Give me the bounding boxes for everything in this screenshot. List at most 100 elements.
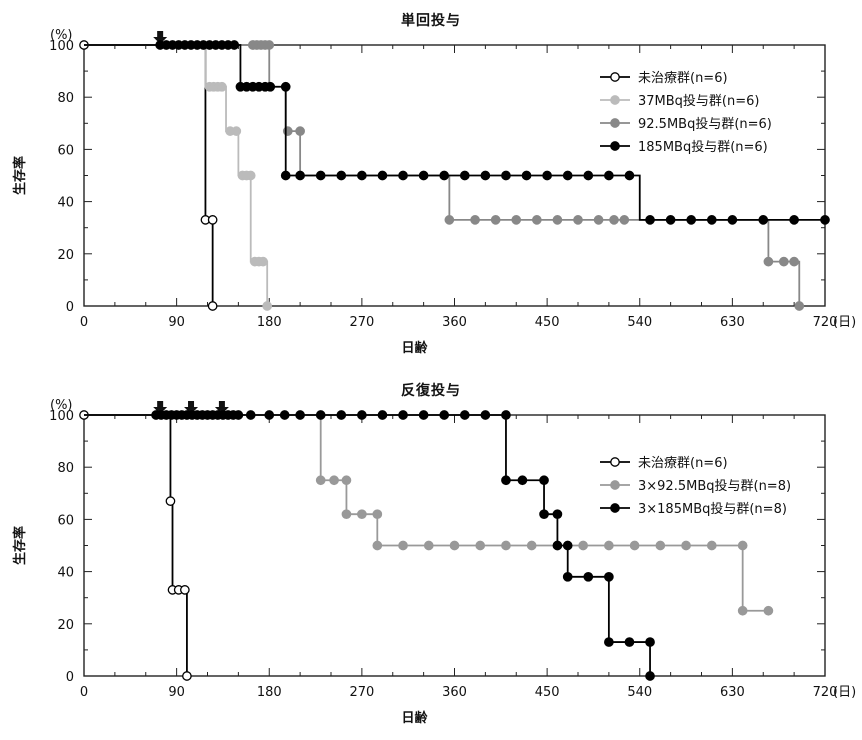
series-0-point <box>180 585 190 595</box>
x-tick-label: 720 <box>813 315 838 330</box>
series-3-point <box>521 170 532 181</box>
y-unit-label: (%) <box>50 398 73 413</box>
series-2-point <box>539 509 549 520</box>
y-tick-label: 60 <box>57 513 74 528</box>
y-tick-label: 20 <box>57 248 74 263</box>
series-2-point <box>398 410 408 420</box>
survival-chart-repeated: 0 90 180 270 360 450 540 630 720(日) 0 20 40 60 80 100(… <box>12 398 856 726</box>
legend-label: 3×92.5MBq投与群(n=8) <box>638 478 791 494</box>
x-tick-label: 180 <box>257 685 282 700</box>
series-3-point <box>357 170 367 181</box>
series-2-point <box>604 637 614 647</box>
series-2-point <box>794 301 805 311</box>
series-2-point <box>470 215 480 225</box>
series-3-point <box>439 170 450 181</box>
series-2-point <box>604 571 614 582</box>
series-2-point <box>539 475 549 486</box>
series-0-point <box>207 215 218 225</box>
y-tick-label: 0 <box>66 300 74 315</box>
series-2-point <box>459 410 470 420</box>
series-3-point <box>295 170 305 181</box>
series-2-point <box>789 256 799 267</box>
legend-label: 92.5MBq投与群(n=6) <box>638 116 772 132</box>
series-1-point <box>258 256 268 267</box>
y-tick-label: 100 <box>49 409 74 424</box>
x-tick-label: 0 <box>80 685 88 700</box>
series-2-point <box>336 410 347 420</box>
series-1-point <box>763 605 774 616</box>
series-0-point <box>165 496 176 506</box>
series-1-point <box>737 605 748 616</box>
series-2-point <box>562 571 573 582</box>
survival-chart-single: 0 90 180 270 360 450 540 630 720(日) 0 20 40 60 80 100(… <box>12 28 856 356</box>
series-2-point <box>552 215 563 225</box>
y-axis-label: 生存率 <box>12 526 28 565</box>
y-tick-label: 40 <box>57 196 74 211</box>
series-2-point <box>778 256 789 267</box>
bottom-chart-panel: 反復投与 0 90 180 270 360 450 540 630 720 (日) 0 20 40 60 8… <box>0 370 862 740</box>
x-tick-label: 270 <box>349 315 374 330</box>
series-3-point <box>665 215 676 225</box>
series-3-point <box>459 170 470 181</box>
y-tick-label: 20 <box>57 618 74 633</box>
series-2-point <box>552 540 563 551</box>
series-2-point <box>609 215 619 225</box>
series-1-point <box>315 475 326 486</box>
series-3-point <box>583 170 594 181</box>
series-2-point <box>763 256 774 267</box>
y-unit-label: (%) <box>50 28 73 43</box>
series-2-point <box>439 410 450 420</box>
series-0-point <box>182 671 192 681</box>
series-1-point <box>372 509 383 520</box>
dosing-arrow-icon <box>153 401 168 414</box>
x-tick-label: 90 <box>168 315 185 330</box>
series-3-point <box>265 81 276 92</box>
x-unit-label: (日) <box>833 685 856 700</box>
x-tick-label: 630 <box>720 685 745 700</box>
series-3-point <box>377 170 388 181</box>
x-tick-label: 360 <box>442 685 467 700</box>
y-tick-label: 60 <box>57 143 74 158</box>
series-2-point <box>444 215 455 225</box>
series-3-point <box>758 215 769 225</box>
series-3-point <box>562 170 573 181</box>
series-1-point <box>501 540 511 551</box>
series-2-point <box>501 410 511 420</box>
series-2-point <box>315 410 326 420</box>
series-2-point <box>624 637 635 647</box>
series-2-point <box>418 410 429 420</box>
series-3-point <box>229 40 240 50</box>
series-2-point <box>517 475 528 486</box>
series-2-point <box>511 215 522 225</box>
x-tick-label: 450 <box>535 685 560 700</box>
x-axis-label: 日齢 <box>401 340 428 356</box>
series-3-point <box>480 170 491 181</box>
series-2-point <box>583 571 594 582</box>
series-1-point <box>423 540 434 551</box>
series-3-point <box>315 170 326 181</box>
legend-label: 未治療群(n=6) <box>638 456 728 471</box>
series-2-point <box>645 637 655 647</box>
x-tick-label: 450 <box>535 315 560 330</box>
x-axis-label: 日齢 <box>401 710 428 726</box>
series-2-point <box>531 215 542 225</box>
series-1-point <box>737 540 748 551</box>
series-2-point <box>552 509 563 520</box>
series-2-point <box>480 410 491 420</box>
series-1-point <box>398 540 408 551</box>
y-tick-label: 100 <box>49 39 74 54</box>
series-2-point <box>573 215 583 225</box>
series-3-point <box>336 170 347 181</box>
series-2-point <box>233 410 244 420</box>
series-line-0 <box>84 414 188 676</box>
x-tick-label: 540 <box>627 315 652 330</box>
x-unit-label: (日) <box>833 315 856 330</box>
legend-marker <box>610 480 620 490</box>
series-1-point <box>475 540 486 551</box>
series-1-point <box>231 126 242 136</box>
series-line-0 <box>84 44 214 306</box>
chart-title: 単回投与 <box>401 13 461 29</box>
series-2-point <box>377 410 388 420</box>
series-1-point <box>245 170 256 181</box>
x-tick-label: 360 <box>442 315 467 330</box>
